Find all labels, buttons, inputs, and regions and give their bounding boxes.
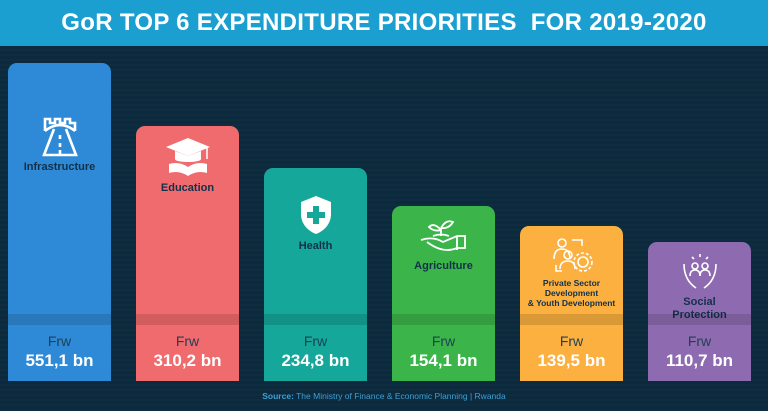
value-label: 551,1 bn — [25, 351, 94, 370]
category-label: Social Protection — [648, 296, 751, 321]
currency-label: Frw — [687, 333, 712, 349]
bar-band — [648, 314, 751, 325]
value-label: 154,1 bn — [409, 351, 478, 370]
bar-header: Private Sector Development & Youth Develop… — [520, 235, 623, 308]
medical-shield-icon — [264, 194, 367, 236]
currency-label: Frw — [431, 333, 456, 349]
bar-private: Private Sector Development & Youth Develop… — [520, 226, 623, 381]
category-label-line: & Youth Development — [527, 297, 616, 308]
bar-header: Education — [136, 136, 239, 195]
value-label: 139,5 bn — [537, 351, 606, 370]
category-label-line: Social — [683, 296, 716, 308]
category-label-line: Private Sector — [542, 278, 601, 288]
category-label-line: Education — [160, 182, 215, 194]
category-label: Education — [136, 182, 239, 195]
bar-agriculture: Agriculture Frw 154,1 bn — [392, 206, 495, 381]
graduation-cap-book-icon — [136, 136, 239, 178]
currency-label: Frw — [175, 333, 200, 349]
bar-education: Education Frw 310,2 bn — [136, 126, 239, 381]
currency-label: Frw — [303, 333, 328, 349]
category-label: Health — [264, 240, 367, 253]
category-label: Agriculture — [392, 260, 495, 273]
bar-header: Infrastructure — [8, 115, 111, 174]
bar-header: Social Protection — [648, 252, 751, 321]
bar-health: Health Frw 234,8 bn — [264, 168, 367, 381]
category-label-line: Protection — [672, 308, 727, 321]
source-note: Source: The Ministry of Finance & Econom… — [0, 391, 768, 401]
category-label-line: Agriculture — [414, 260, 473, 272]
bar-header: Agriculture — [392, 218, 495, 273]
category-label: Infrastructure — [8, 161, 111, 174]
bar-band — [520, 314, 623, 325]
bar-band — [392, 314, 495, 325]
source-label: Source: — [262, 391, 294, 401]
currency-label: Frw — [559, 333, 584, 349]
category-label-line: Development — [544, 287, 599, 298]
bar-band — [8, 314, 111, 325]
title-bar: GoR TOP 6 EXPENDITURE PRIORITIES FOR 201… — [0, 0, 768, 46]
category-label-line: Health — [298, 240, 333, 252]
bar-header: Health — [264, 194, 367, 253]
bar-band — [264, 314, 367, 325]
road-bridge-icon — [8, 115, 111, 157]
currency-label: Frw — [47, 333, 72, 349]
hands-protecting-people-icon — [648, 252, 751, 292]
value-label: 234,8 bn — [281, 351, 350, 370]
category-label-line: Infrastructure — [23, 161, 96, 173]
bar-social: Social Protection Frw 110,7 bn — [648, 242, 751, 381]
category-label: Private Sector Development & Youth Develop… — [520, 278, 623, 308]
bar-band — [136, 314, 239, 325]
people-gear-cycle-icon — [520, 235, 623, 275]
value-label: 110,7 bn — [665, 351, 734, 370]
value-label: 310,2 bn — [153, 351, 222, 370]
plant-in-hand-icon — [392, 218, 495, 256]
bar-infrastructure: Infrastructure Frw 551,1 bn — [8, 63, 111, 381]
source-text: The Ministry of Finance & Economic Plann… — [293, 391, 506, 401]
chart-title: GoR TOP 6 EXPENDITURE PRIORITIES FOR 201… — [61, 9, 707, 36]
